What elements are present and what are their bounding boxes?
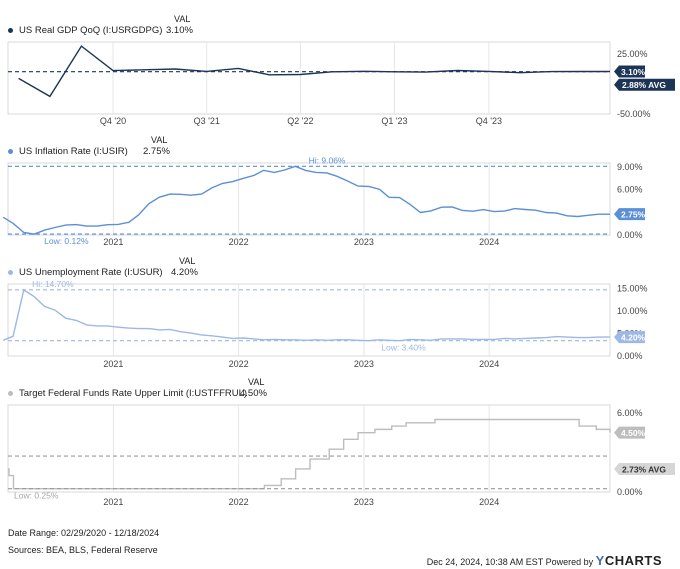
charts-canvas: Q4 '20 Q3 '21 Q2 '22 Q1 '23 Q4 '23 25.00% -50.… bbox=[2, 41, 675, 507]
val-header-fedfunds: VAL bbox=[248, 377, 265, 387]
x-tick-label: 2021 bbox=[103, 359, 123, 369]
x-tick-label: 2023 bbox=[354, 359, 374, 369]
x-tick-label: 2021 bbox=[103, 237, 123, 247]
value-tag-label: 3.10% bbox=[621, 67, 646, 77]
date-range: Date Range: 02/29/2020 - 12/18/2024 bbox=[8, 528, 160, 538]
x-tick-label: 2021 bbox=[103, 497, 123, 507]
series-line-3 bbox=[8, 418, 611, 490]
reference-tag bbox=[614, 463, 675, 476]
timestamp-powered-by: Dec 24, 2024, 10:38 AM EST Powered by YC… bbox=[427, 553, 662, 568]
val-unemployment: 4.20% bbox=[171, 267, 198, 278]
val-header-gdp: VAL bbox=[174, 14, 191, 24]
legend-label-inflation: US Inflation Rate (I:USIR) bbox=[19, 146, 128, 157]
reference-label: Low: 0.12% bbox=[44, 236, 89, 246]
x-tick-label: Q4 '23 bbox=[476, 116, 502, 126]
series-marker-gdp bbox=[8, 28, 13, 33]
y-tick-label: 9.00% bbox=[617, 162, 643, 172]
y-tick-label: 0.00% bbox=[617, 351, 643, 361]
y-tick-label: -50.00% bbox=[617, 109, 651, 119]
reference-label: 2.73% AVG bbox=[622, 465, 666, 475]
legend-label-unemployment: US Unemployment Rate (I:USUR) bbox=[19, 267, 163, 278]
value-tag bbox=[614, 426, 645, 439]
value-tag bbox=[614, 331, 645, 344]
val-header-unemployment: VAL bbox=[179, 256, 196, 266]
y-tick-label: 25.00% bbox=[617, 49, 648, 59]
y-tick-label: 0.00% bbox=[617, 230, 643, 240]
x-tick-label: Q3 '21 bbox=[194, 116, 220, 126]
x-tick-label: 2022 bbox=[229, 497, 249, 507]
reference-label: Hi: 14.70% bbox=[32, 279, 74, 289]
val-fedfunds: 4.50% bbox=[240, 388, 267, 399]
x-tick-label: 2024 bbox=[479, 359, 499, 369]
legend-inflation: US Inflation Rate (I:USIR) VAL 2.75% bbox=[8, 135, 170, 157]
y-tick-label: 6.00% bbox=[617, 408, 643, 418]
sources: Sources: BEA, BLS, Federal Reserve bbox=[8, 545, 158, 555]
reference-label: 2.88% AVG bbox=[622, 80, 666, 90]
value-tag-label: 4.20% bbox=[621, 333, 646, 343]
value-tag-label: 4.50% bbox=[621, 428, 646, 438]
val-inflation: 2.75% bbox=[143, 146, 170, 157]
x-tick-label: Q4 '20 bbox=[100, 116, 126, 126]
plot-frame-2 bbox=[7, 283, 611, 357]
val-gdp: 3.10% bbox=[166, 25, 193, 36]
plot-frame-0 bbox=[7, 41, 611, 115]
y-tick-label: 6.00% bbox=[617, 185, 643, 195]
plot-frame-1 bbox=[7, 162, 611, 236]
series-line-0 bbox=[18, 45, 610, 98]
value-tag bbox=[614, 208, 645, 221]
x-tick-label: 2024 bbox=[479, 497, 499, 507]
reference-tag bbox=[614, 78, 675, 91]
series-line-1 bbox=[2, 165, 610, 235]
ycharts-logo: YCHARTS bbox=[595, 553, 662, 568]
legend-fedfunds: Target Federal Funds Rate Upper Limit (I… bbox=[8, 377, 267, 399]
val-header-inflation: VAL bbox=[151, 135, 168, 145]
reference-label: Hi: 9.06% bbox=[309, 155, 346, 165]
series-marker-inflation bbox=[8, 149, 13, 154]
value-tag bbox=[614, 65, 645, 78]
legend-label-fedfunds: Target Federal Funds Rate Upper Limit (I… bbox=[19, 388, 248, 399]
series-marker-unemployment bbox=[8, 270, 13, 275]
y-tick-label: 10.00% bbox=[617, 306, 648, 316]
x-tick-label: 2022 bbox=[229, 237, 249, 247]
x-tick-label: 2022 bbox=[229, 359, 249, 369]
value-tag-label: 2.75% bbox=[621, 210, 646, 220]
reference-label: Low: 3.40% bbox=[381, 343, 426, 353]
legend-unemployment: US Unemployment Rate (I:USUR) VAL 4.20% bbox=[8, 256, 198, 278]
legend-gdp: US Real GDP QoQ (I:USRGDPG) VAL 3.10% bbox=[8, 14, 193, 36]
x-tick-label: Q1 '23 bbox=[381, 116, 407, 126]
x-tick-label: 2024 bbox=[479, 237, 499, 247]
y-tick-label: 0.00% bbox=[617, 487, 643, 497]
legend-label-gdp: US Real GDP QoQ (I:USRGDPG) bbox=[19, 25, 163, 36]
x-tick-label: Q2 '22 bbox=[287, 116, 313, 126]
y-tick-label: 15.00% bbox=[617, 284, 648, 294]
x-tick-label: 2023 bbox=[354, 497, 374, 507]
timestamp: Dec 24, 2024, 10:38 AM EST Powered by bbox=[426, 557, 594, 567]
plot-frame-3 bbox=[7, 404, 611, 493]
series-marker-fedfunds bbox=[8, 391, 13, 396]
series-line-2 bbox=[2, 288, 610, 342]
reference-label: Low: 0.25% bbox=[14, 491, 59, 501]
x-tick-label: 2023 bbox=[354, 237, 374, 247]
